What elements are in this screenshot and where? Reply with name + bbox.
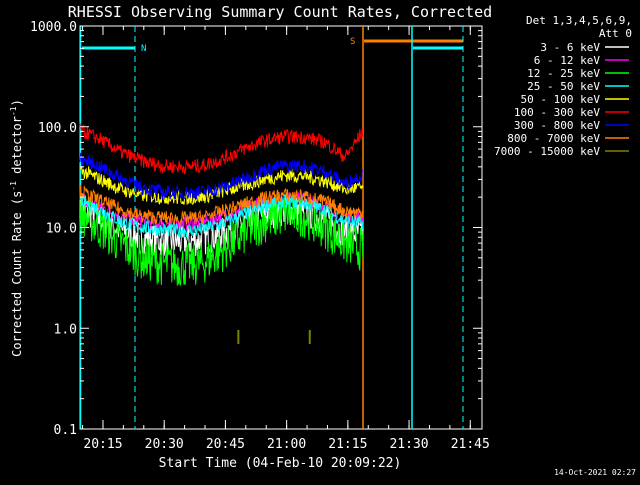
y-tick-label: 100.0 [38,121,77,136]
x-axis-label: Start Time (04-Feb-10 20:09:22) [159,456,402,471]
legend-label: 25 - 50 keV [527,80,600,93]
y-axis-label-sup2: -1 [9,106,18,116]
legend-label: 7000 - 15000 keV [494,145,600,158]
x-tick-label: 20:45 [206,437,245,452]
legend-label: 50 - 100 keV [521,93,601,106]
legend-label: 3 - 6 keV [540,41,600,54]
y-tick-label: 0.1 [54,423,77,438]
chart-title: RHESSI Observing Summary Count Rates, Co… [68,3,492,21]
legend-label: 300 - 800 keV [514,119,600,132]
series-line-25-50 [79,193,364,238]
x-tick-label: 21:15 [328,437,367,452]
s-interval-label: S [350,37,355,47]
legend-label: 100 - 300 keV [514,106,600,119]
series-layer [79,123,364,344]
x-tick-label: 20:30 [145,437,184,452]
legend-header-line1: Det 1,3,4,5,6,9, [526,14,632,27]
n-interval-label: N [141,44,146,54]
series-line-100-300 [79,123,364,175]
y-tick-label: 1000.0 [30,20,77,35]
y-axis-label-mid: detector [10,116,24,181]
legend-header-line2: Att 0 [599,27,632,40]
x-tick-label: 21:30 [389,437,428,452]
footer-timestamp: 14-Oct-2021 02:27 [554,468,636,477]
x-tick-label: 20:15 [83,437,122,452]
y-tick-label: 1.0 [54,322,77,337]
y-axis-label-end: ) [10,99,24,106]
legend-label: 12 - 25 keV [527,67,600,80]
legend-label: 800 - 7000 keV [507,132,600,145]
y-axis-label: Corrected Count Rate (s-1 detector-1) [9,99,24,357]
y-tick-label: 10.0 [46,222,77,237]
series-line-800-7000 [79,184,364,228]
x-tick-label: 21:45 [451,437,490,452]
tick-layer: 1000.0 100.0 10.0 1.0 0.1 20:15 20:30 20:45 21:0… [30,20,490,452]
y-axis-label-sup1: -1 [9,181,18,191]
legend-label: 6 - 12 keV [534,54,601,67]
series-line-300-800 [79,151,364,202]
x-tick-label: 21:00 [267,437,306,452]
y-axis-label-main: Corrected Count Rate (s [10,191,24,357]
